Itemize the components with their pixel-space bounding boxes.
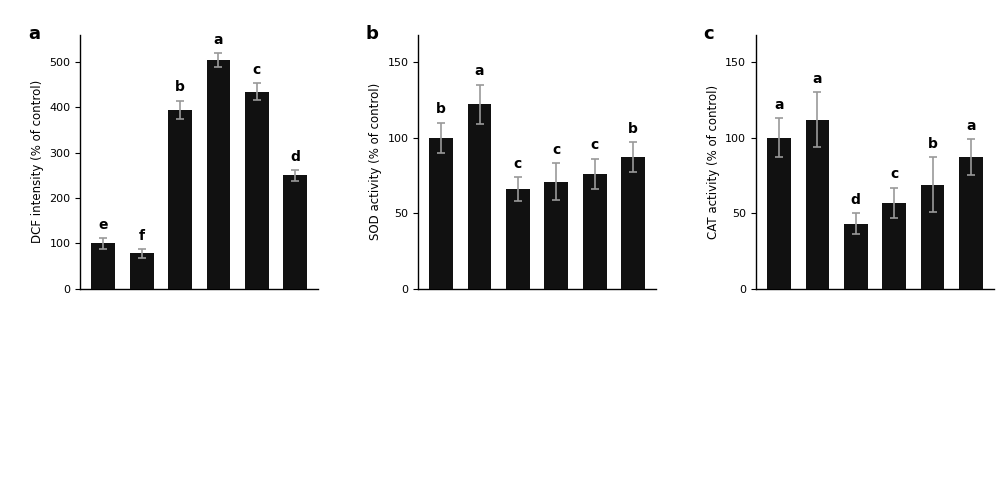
Text: c: c <box>590 138 598 152</box>
Text: a: a <box>773 98 783 112</box>
Bar <box>506 189 530 289</box>
Bar <box>882 203 905 289</box>
Text: a: a <box>811 72 821 86</box>
Bar <box>582 174 606 289</box>
Bar <box>804 120 828 289</box>
Bar <box>621 157 644 289</box>
Bar <box>91 244 115 289</box>
Y-axis label: DCF intensity (% of control): DCF intensity (% of control) <box>31 80 44 244</box>
Bar <box>129 253 153 289</box>
Bar <box>766 137 790 289</box>
Bar <box>544 181 568 289</box>
Text: c: c <box>552 143 560 157</box>
Bar <box>467 105 491 289</box>
Bar <box>920 185 944 289</box>
Text: a: a <box>474 64 483 78</box>
Text: a: a <box>965 119 975 133</box>
Text: b: b <box>436 102 445 116</box>
Bar <box>283 175 307 289</box>
Text: c: c <box>253 63 261 77</box>
Text: c: c <box>514 156 522 171</box>
Text: a: a <box>28 25 40 43</box>
Text: b: b <box>175 80 185 94</box>
Text: e: e <box>98 218 108 232</box>
Bar <box>245 92 269 289</box>
Text: b: b <box>927 137 937 151</box>
Text: c: c <box>890 167 898 181</box>
Bar <box>429 137 452 289</box>
Text: d: d <box>290 150 300 164</box>
Bar <box>844 224 867 289</box>
Text: c: c <box>703 25 713 43</box>
Y-axis label: CAT activity (% of control): CAT activity (% of control) <box>706 85 719 239</box>
Bar <box>207 60 230 289</box>
Text: b: b <box>365 25 378 43</box>
Bar <box>958 157 982 289</box>
Text: f: f <box>138 229 144 243</box>
Text: b: b <box>628 122 637 136</box>
Text: d: d <box>850 193 860 207</box>
Bar <box>169 110 192 289</box>
Y-axis label: SOD activity (% of control): SOD activity (% of control) <box>368 83 381 241</box>
Text: a: a <box>214 33 223 47</box>
